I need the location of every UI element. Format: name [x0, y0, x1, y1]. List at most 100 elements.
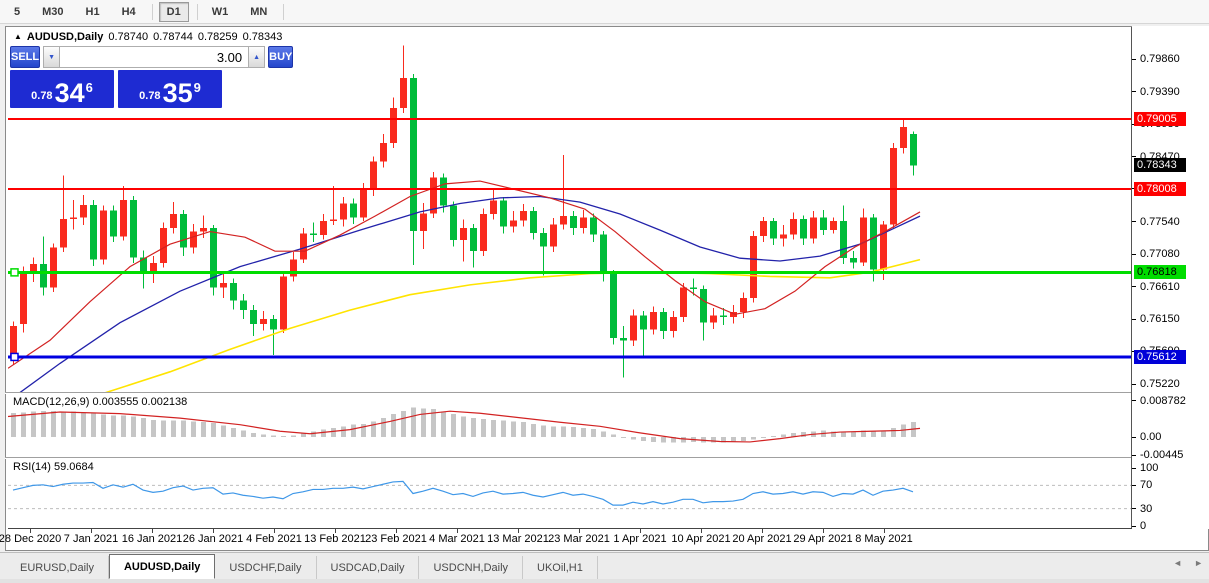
- date-tick-mark: [335, 529, 336, 533]
- macd-histogram-bar: [671, 437, 676, 443]
- candle-body: [270, 319, 277, 330]
- macd-histogram-bar: [621, 437, 626, 438]
- timeframe-button-m30[interactable]: M30: [42, 5, 64, 18]
- price-tick-label: 0.77080: [1140, 248, 1180, 260]
- sell-button[interactable]: SELL: [10, 46, 41, 68]
- level-drag-handle[interactable]: [10, 268, 19, 277]
- macd-histogram-bar: [411, 407, 416, 437]
- macd-indicator-chart[interactable]: [8, 394, 1131, 457]
- rsi-indicator-chart[interactable]: [8, 459, 1131, 528]
- candle-body: [370, 161, 377, 190]
- support-level-badge: 0.78008: [1134, 181, 1186, 196]
- resistance-level-badge: 0.79005: [1134, 112, 1186, 126]
- macd-histogram-bar: [281, 436, 286, 438]
- candle-body: [200, 228, 207, 232]
- candle-body: [890, 148, 897, 225]
- timeframe-button-h1[interactable]: H1: [85, 5, 100, 18]
- candle-body: [230, 282, 237, 301]
- main-candlestick-chart[interactable]: [8, 27, 1131, 392]
- price-tick-label: 0.75220: [1140, 378, 1180, 391]
- macd-histogram-bar: [641, 437, 646, 442]
- chart-tab-usdchf[interactable]: USDCHF,Daily: [215, 556, 317, 579]
- timeframe-toolbar: 5 M30 H1 H4 D1 W1 MN: [0, 0, 1209, 24]
- price-axis[interactable]: 0.798600.793900.789300.784700.780100.775…: [1132, 26, 1209, 529]
- macd-histogram-bar: [21, 412, 26, 437]
- price-tick-label: 0.79860: [1140, 53, 1180, 66]
- candle-body: [800, 218, 807, 239]
- chart-tab-usdcad[interactable]: USDCAD,Daily: [317, 556, 420, 579]
- macd-histogram-bar: [881, 431, 886, 437]
- candle-body: [250, 310, 257, 325]
- chart-tab-eurusd[interactable]: EURUSD,Daily: [6, 556, 109, 579]
- ohlc-low: 0.78259: [197, 31, 238, 43]
- chart-ohlc-header: ▲ AUDUSD,Daily 0.78740 0.78744 0.78259 0…: [14, 30, 282, 44]
- candle-body: [540, 232, 547, 247]
- timeframe-button-d1[interactable]: D1: [158, 1, 189, 22]
- candle-body: [110, 210, 117, 237]
- buy-button[interactable]: BUY: [268, 46, 294, 68]
- price-tick-label: 0.77540: [1140, 215, 1180, 228]
- price-tick-mark: [1132, 156, 1136, 158]
- macd-histogram-bar: [321, 429, 326, 437]
- candle-body: [480, 214, 487, 252]
- sell-price-panel[interactable]: 0.78 34 6: [10, 70, 114, 108]
- date-tick-mark: [701, 529, 702, 533]
- candle-body: [340, 203, 347, 220]
- rsi-axis-label: 30: [1140, 502, 1153, 515]
- candle-body: [560, 216, 567, 225]
- candle-body: [670, 317, 677, 332]
- candle-body: [260, 319, 267, 325]
- date-label: 8 May 2021: [855, 533, 913, 545]
- macd-histogram-bar: [861, 430, 866, 437]
- timeframe-button-5[interactable]: 5: [14, 5, 21, 18]
- macd-histogram-bar: [471, 418, 476, 437]
- candle-body: [410, 77, 417, 231]
- candle-body: [740, 298, 747, 313]
- chart-tab-usdcnh[interactable]: USDCNH,Daily: [419, 556, 524, 579]
- candle-body: [650, 312, 657, 330]
- macd-histogram-bar: [351, 424, 356, 437]
- candle-body: [790, 218, 797, 235]
- date-axis[interactable]: 28 Dec 2020 7 Jan 2021 16 Jan 2021 26 Jan 2…: [0, 529, 1209, 551]
- macd-histogram-bar: [501, 420, 506, 437]
- candle-body: [750, 235, 757, 299]
- candle-body: [780, 234, 787, 239]
- rsi-tick-mark: [1132, 467, 1136, 469]
- timeframe-button-mn[interactable]: MN: [250, 5, 268, 18]
- macd-histogram-bar: [421, 408, 426, 437]
- tab-scroll-right-icon[interactable]: ►: [1194, 558, 1203, 568]
- collapse-icon[interactable]: ▲: [14, 32, 22, 41]
- candle-body: [460, 228, 467, 240]
- date-label: 7 Jan 2021: [63, 533, 119, 545]
- candle-body: [350, 203, 357, 218]
- price-tick-label: 0.76610: [1140, 280, 1180, 293]
- volume-increase-button[interactable]: ▲: [248, 46, 266, 68]
- level-drag-handle[interactable]: [10, 352, 19, 362]
- candle-body: [900, 127, 907, 149]
- macd-histogram-bar: [521, 422, 526, 437]
- toolbar-separator: [151, 3, 153, 20]
- timeframe-button-w1[interactable]: W1: [211, 5, 229, 18]
- macd-histogram-bar: [291, 435, 296, 437]
- macd-histogram-bar: [611, 434, 616, 437]
- volume-decrease-button[interactable]: ▼: [43, 46, 61, 68]
- candle-body: [310, 233, 317, 236]
- candle-body: [600, 234, 607, 274]
- volume-input[interactable]: [60, 46, 249, 68]
- chart-tab-ukoil[interactable]: UKOil,H1: [523, 556, 598, 579]
- timeframe-button-h4[interactable]: H4: [121, 5, 136, 18]
- macd-tick-mark: [1132, 454, 1136, 456]
- tab-scroll-left-icon[interactable]: ◄: [1173, 558, 1183, 568]
- date-label: 28 Dec 2020: [0, 533, 62, 545]
- macd-histogram-bar: [511, 421, 516, 437]
- candle-body: [390, 108, 397, 144]
- panel-separator-2[interactable]: [5, 457, 1209, 458]
- chart-tab-audusd[interactable]: AUDUSD,Daily: [108, 554, 216, 579]
- macd-histogram-bar: [781, 434, 786, 437]
- buy-price-panel[interactable]: 0.78 35 9: [118, 70, 222, 108]
- date-label: 26 Jan 2021: [182, 533, 244, 545]
- candle-body: [70, 217, 77, 219]
- macd-histogram-bar: [741, 437, 746, 442]
- panel-separator[interactable]: [5, 392, 1209, 393]
- candle-body: [730, 312, 737, 318]
